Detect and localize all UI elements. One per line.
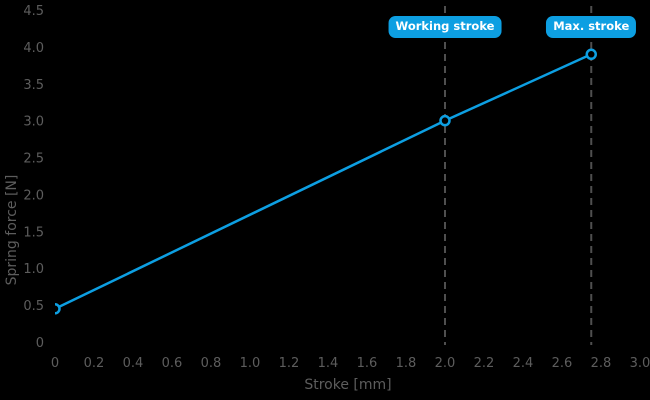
y-tick-label-1-5: 1.5 xyxy=(23,225,44,240)
x-tick-label-1-4: 1.4 xyxy=(318,356,339,371)
y-tick-label-0-5: 0.5 xyxy=(23,299,44,314)
x-tick-label-0-2: 0.2 xyxy=(84,356,105,371)
y-tick-label-2-5: 2.5 xyxy=(23,152,44,167)
x-axis-title: Stroke [mm] xyxy=(304,377,391,393)
x-tick-label-0-8: 0.8 xyxy=(201,356,222,371)
x-tick-label-0-6: 0.6 xyxy=(162,356,183,371)
x-tick-label-3-0: 3.0 xyxy=(630,356,650,371)
y-tick-label-3-5: 3.5 xyxy=(23,78,44,93)
spring-force-line xyxy=(55,53,592,310)
working-stroke-badge: Working stroke xyxy=(388,16,502,38)
x-tick-label-0-4: 0.4 xyxy=(123,356,144,371)
x-tick-label-1-0: 1.0 xyxy=(240,356,261,371)
max-stroke-badge: Max. stroke xyxy=(546,16,637,38)
x-tick-label-0: 0 xyxy=(51,356,59,371)
x-tick-label-2-0: 2.0 xyxy=(435,356,456,371)
y-tick-label-4-5: 4.5 xyxy=(23,4,44,19)
x-tick-label-2-8: 2.8 xyxy=(591,356,612,371)
y-tick-label-4-0: 4.0 xyxy=(23,41,44,56)
y-tick-label-1-0: 1.0 xyxy=(23,262,44,277)
y-tick-label-2-0: 2.0 xyxy=(23,188,44,203)
data-series xyxy=(55,48,597,315)
y-tick-label-0: 0 xyxy=(36,336,44,351)
x-tick-label-2-6: 2.6 xyxy=(552,356,573,371)
x-tick-label-1-8: 1.8 xyxy=(396,356,417,371)
x-tick-label-2-2: 2.2 xyxy=(474,356,495,371)
spring-force-line-marker-0mm xyxy=(55,303,61,315)
annotation-dashed-lines xyxy=(444,6,593,345)
spring-force-line-marker-2.75mm xyxy=(585,48,597,61)
y-axis-title: Spring force [N] xyxy=(4,175,20,286)
x-tick-label-1-6: 1.6 xyxy=(357,356,378,371)
x-axis-tick-labels: 0 0.2 0.4 0.6 0.8 1.0 1.2 1.4 1.6 1.8 2.0 2.2 2.4 2.6… xyxy=(51,356,650,371)
spring-force-line-marker-2mm xyxy=(439,114,451,127)
y-axis-tick-labels: 0 0.5 1.0 1.5 2.0 2.5 3.0 3.5 4.0 4.5 xyxy=(23,4,44,351)
x-tick-label-2-4: 2.4 xyxy=(513,356,534,371)
x-tick-label-1-2: 1.2 xyxy=(279,356,300,371)
y-tick-label-3-0: 3.0 xyxy=(23,115,44,130)
